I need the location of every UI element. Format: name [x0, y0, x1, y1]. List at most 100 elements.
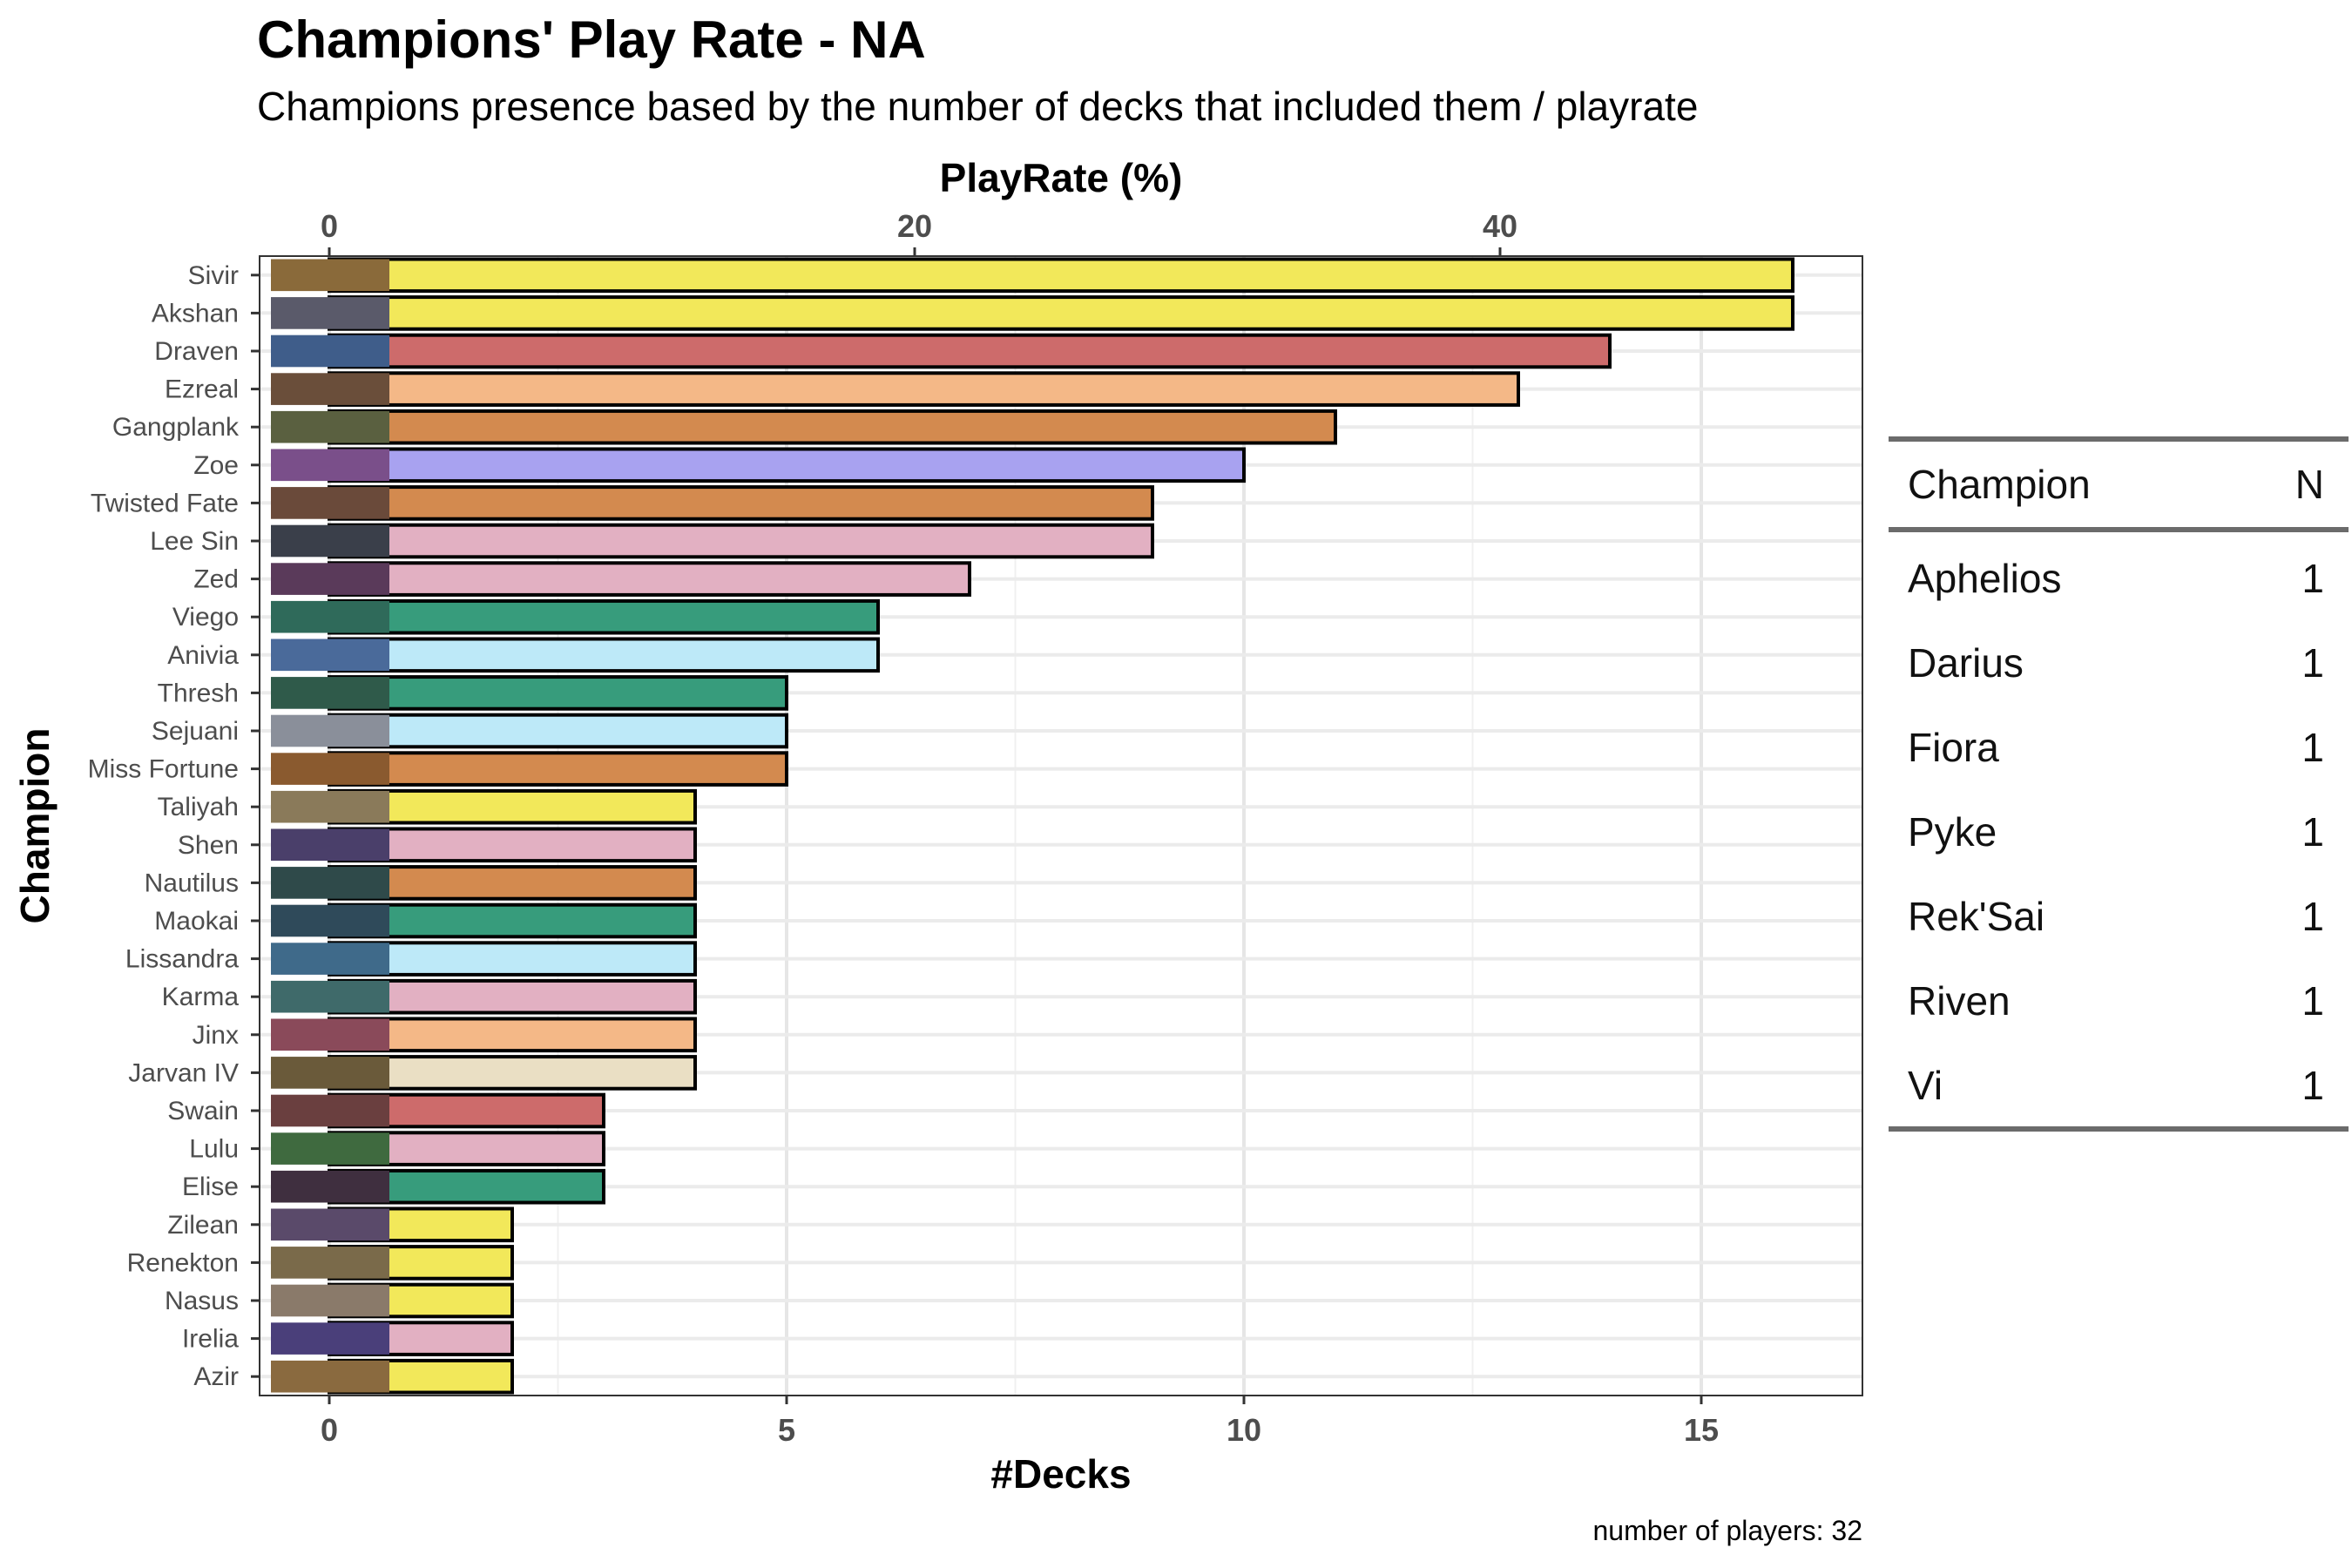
bars-layer [328, 257, 1794, 1395]
x-tick-label: 15 [1684, 1412, 1719, 1448]
category-label: Azir [193, 1362, 239, 1391]
bar [328, 1055, 697, 1091]
champion-thumbnail [271, 639, 389, 672]
bar [328, 257, 1794, 294]
category-label: Sivir [188, 261, 239, 290]
x-tick-label: 10 [1227, 1412, 1261, 1448]
category-label: Nautilus [145, 868, 239, 897]
table-cell-champion: Fiora [1908, 725, 1999, 770]
category-label: Anivia [167, 641, 239, 670]
champion-thumbnail [271, 410, 389, 443]
category-label: Miss Fortune [88, 755, 239, 784]
category-label: Jinx [193, 1021, 239, 1050]
champion-thumbnail [271, 373, 389, 405]
x-tick-label: 0 [321, 1412, 338, 1448]
table-cell-n: 1 [2301, 640, 2324, 686]
champion-thumbnail [271, 563, 389, 595]
champion-thumbnail [271, 790, 389, 823]
bar [328, 713, 788, 749]
table-cell-n: 1 [2301, 809, 2324, 855]
category-label: Zilean [167, 1211, 239, 1240]
x2-axis-ticks: 0 20 40 [321, 208, 1517, 256]
bar [328, 675, 788, 711]
category-label: Twisted Fate [91, 489, 239, 517]
table-cell-champion: Vi [1908, 1063, 1943, 1108]
category-label: Akshan [152, 299, 239, 328]
bar [328, 751, 788, 787]
category-label: Nasus [165, 1287, 239, 1315]
x2-axis-title: PlayRate (%) [940, 155, 1183, 200]
bar [328, 333, 1612, 369]
table-header-champion: Champion [1908, 462, 2091, 507]
champion-thumbnail [271, 1360, 389, 1393]
champion-thumbnail [271, 1057, 389, 1089]
x-tick-label: 5 [778, 1412, 795, 1448]
thumbnails-layer [271, 259, 389, 1393]
side-table: Champion N Aphelios 1 Darius 1 Fiora 1 Pyke 1 Re… [1889, 436, 2349, 1132]
bar [328, 637, 880, 673]
champion-thumbnail [271, 753, 389, 785]
champion-thumbnail [271, 867, 389, 899]
champion-thumbnail [271, 1094, 389, 1127]
x2-tick-label: 40 [1483, 208, 1517, 244]
champion-thumbnail [271, 904, 389, 937]
category-label: Viego [172, 603, 239, 632]
category-label: Sejuani [152, 717, 239, 746]
champion-thumbnail [271, 714, 389, 747]
bar [328, 523, 1154, 559]
champion-thumbnail [271, 1132, 389, 1165]
category-label: Zed [193, 565, 239, 594]
champion-thumbnail [271, 259, 389, 292]
table-cell-champion: Rek'Sai [1908, 894, 2044, 939]
bar [328, 371, 1520, 407]
champion-thumbnail [271, 1170, 389, 1203]
table-cell-champion: Aphelios [1908, 556, 2061, 601]
table-cell-n: 1 [2301, 725, 2324, 770]
table-cell-champion: Darius [1908, 640, 2024, 686]
champion-thumbnail [271, 980, 389, 1013]
table-header-n: N [2295, 462, 2324, 507]
chart-title: Champions' Play Rate - NA [257, 10, 926, 69]
champion-thumbnail [271, 487, 389, 519]
champion-thumbnail [271, 524, 389, 558]
caption: number of players: 32 [1593, 1515, 1863, 1546]
champion-thumbnail [271, 600, 389, 633]
x2-tick-label: 20 [897, 208, 932, 244]
panel-border [259, 255, 1863, 1396]
table-cell-n: 1 [2301, 894, 2324, 939]
bar [328, 788, 697, 825]
champion-thumbnail [271, 335, 389, 368]
table-cell-champion: Riven [1908, 978, 2011, 1024]
champion-thumbnail [271, 1322, 389, 1355]
category-label: Taliyah [158, 793, 239, 821]
category-label: Renekton [127, 1248, 239, 1277]
bar [328, 902, 697, 939]
champion-thumbnail [271, 828, 389, 862]
bar [328, 295, 1794, 331]
category-label: Maokai [154, 907, 239, 936]
bar [328, 561, 971, 597]
table-cell-n: 1 [2301, 1063, 2324, 1108]
champion-thumbnail [271, 297, 389, 329]
category-label: Thresh [158, 679, 239, 707]
x-axis-ticks: 0 5 10 15 [321, 1396, 1719, 1448]
chart-subtitle: Champions presence based by the number o… [257, 84, 1698, 129]
bar [328, 865, 697, 901]
category-label: Lulu [189, 1135, 239, 1164]
category-label: Zoe [193, 451, 239, 480]
champion-thumbnail [271, 1208, 389, 1241]
champion-thumbnail [271, 677, 389, 709]
champion-thumbnail [271, 1284, 389, 1317]
bar [328, 409, 1337, 445]
category-label: Gangplank [112, 413, 240, 442]
category-labels: Sivir Akshan Draven Ezreal Gangplank Zoe Twist… [88, 261, 260, 1391]
category-label: Jarvan IV [128, 1058, 239, 1087]
bar [328, 485, 1154, 521]
category-label: Draven [154, 337, 239, 366]
table-cell-champion: Pyke [1908, 809, 1997, 855]
x-axis-title: #Decks [990, 1451, 1131, 1497]
panel-background [260, 256, 1862, 1396]
category-label: Ezreal [165, 375, 239, 404]
category-label: Swain [167, 1097, 239, 1125]
